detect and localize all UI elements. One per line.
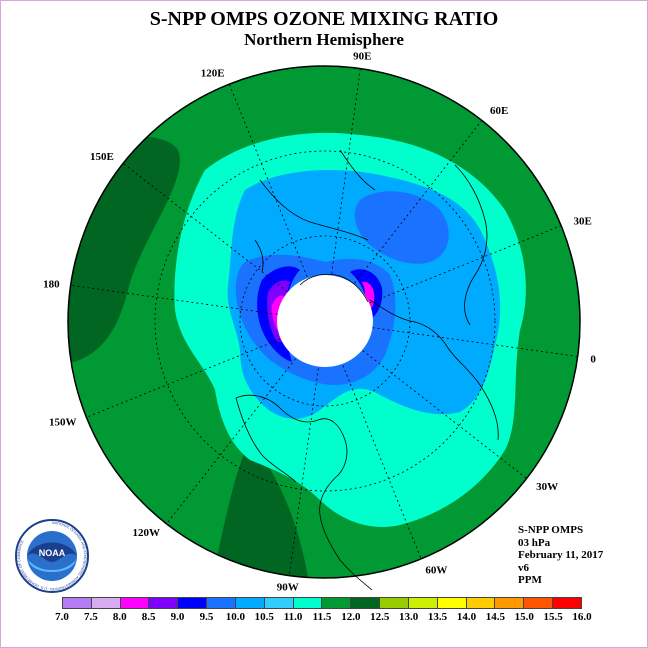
colorbar-cell <box>494 597 524 609</box>
colorbar-tick: 15.0 <box>514 611 534 623</box>
colorbar-tick: 14.0 <box>456 611 477 623</box>
coastline-west-america <box>235 397 297 483</box>
label-lon-0: 0 <box>590 353 596 365</box>
label-lon-180: 180 <box>43 279 60 291</box>
coastline-arctic <box>299 273 369 303</box>
colorbar-cell <box>379 597 408 609</box>
graticule <box>71 67 579 575</box>
coastline-bering <box>254 239 264 273</box>
colorbar-tick: 12.0 <box>341 611 361 623</box>
colorbar-cell <box>407 597 437 609</box>
colorbar-ticks: 7.0 7.5 8.0 8.5 9.0 9.5 10.0 10.5 11.0 11.5 12.0 12… <box>0 611 648 625</box>
colorbar-cell <box>90 597 120 609</box>
colorbar-tick: 7.0 <box>55 611 69 623</box>
coastline-mongolia <box>339 149 376 191</box>
colorbar-tick: 11.0 <box>283 611 303 623</box>
colorbar-tick: 13.5 <box>427 611 448 623</box>
colorbar-cell <box>321 597 351 609</box>
info-version: v6 <box>518 561 529 574</box>
coastline-siberia <box>259 179 369 241</box>
ozone-field <box>68 66 580 578</box>
coastline-europe <box>369 299 499 441</box>
colorbar <box>62 597 582 609</box>
label-lon-150e: 150E <box>90 151 114 163</box>
colorbar-tick: 9.0 <box>170 611 185 623</box>
colorbar-cell <box>234 597 264 609</box>
colorbar-tick: 14.5 <box>485 611 505 623</box>
colorbar-tick: 12.5 <box>370 611 390 623</box>
colorbar-cell <box>292 597 322 609</box>
label-lon-60w: 60W <box>425 564 447 576</box>
colorbar-tick: 13.0 <box>399 611 419 623</box>
colorbar-tick: 10.0 <box>225 611 245 623</box>
colorbar-tick: 15.5 <box>543 611 563 623</box>
colorbar-tick: 7.5 <box>84 611 98 623</box>
colorbar-tick: 9.5 <box>199 611 214 623</box>
continents <box>235 149 499 591</box>
label-lon-90e: 90E <box>353 51 371 63</box>
colorbar-cell <box>552 597 582 609</box>
colorbar-cell <box>263 597 293 609</box>
map-subtitle: Northern Hemisphere <box>244 30 404 49</box>
colorbar-cell <box>465 597 495 609</box>
colorbar-cell <box>350 597 380 609</box>
noaa-logo: NOAA NATIONAL OCEANIC AND ATMOSPHERIC AD… <box>15 519 89 593</box>
colorbar-cell <box>436 597 466 609</box>
info-units: PPM <box>518 574 542 586</box>
coastline-north-america <box>235 394 373 591</box>
info-instrument: S-NPP OMPS <box>518 524 584 536</box>
colorbar-cell <box>62 597 91 609</box>
colorbar-tick: 8.0 <box>112 611 127 623</box>
polar-night-no-data <box>277 275 373 367</box>
label-lon-120e: 120E <box>201 68 225 80</box>
info-date: February 11, 2017 <box>518 549 604 561</box>
colorbar-tick: 10.5 <box>254 611 274 623</box>
label-lon-120w: 120W <box>133 527 161 539</box>
label-lon-150w: 150W <box>49 416 77 428</box>
colorbar-tick: 8.5 <box>141 611 156 623</box>
info-level: 03 hPa <box>518 536 551 549</box>
field-dark-green-atlantic <box>210 440 310 578</box>
colorbar-tick: 11.5 <box>312 611 332 623</box>
field-mid-blue-east <box>354 191 449 264</box>
colorbar-cell <box>177 597 207 609</box>
colorbar-cell <box>148 597 178 609</box>
longitude-labels: 90E 60E 30E 0 30W 60W 90W 120W 150W 180 150E 120E <box>43 51 596 594</box>
map-title: S-NPP OMPS OZONE MIXING RATIO <box>149 8 499 30</box>
map-boundary <box>67 65 581 579</box>
label-lon-30w: 30W <box>536 481 558 493</box>
map-info-panel: S-NPP OMPS 03 hPa February 11, 2017 v6 P… <box>518 524 603 587</box>
colorbar-cell <box>206 597 235 609</box>
label-lon-60e: 60E <box>490 105 508 117</box>
coastline-asia-east <box>454 164 488 326</box>
colorbar-cell <box>119 597 149 609</box>
logo-text: NOAA <box>39 548 66 558</box>
colorbar-tick: 16.0 <box>572 611 592 623</box>
label-lon-90w: 90W <box>277 581 299 593</box>
label-lon-30e: 30E <box>573 216 591 228</box>
colorbar-cell <box>523 597 553 609</box>
